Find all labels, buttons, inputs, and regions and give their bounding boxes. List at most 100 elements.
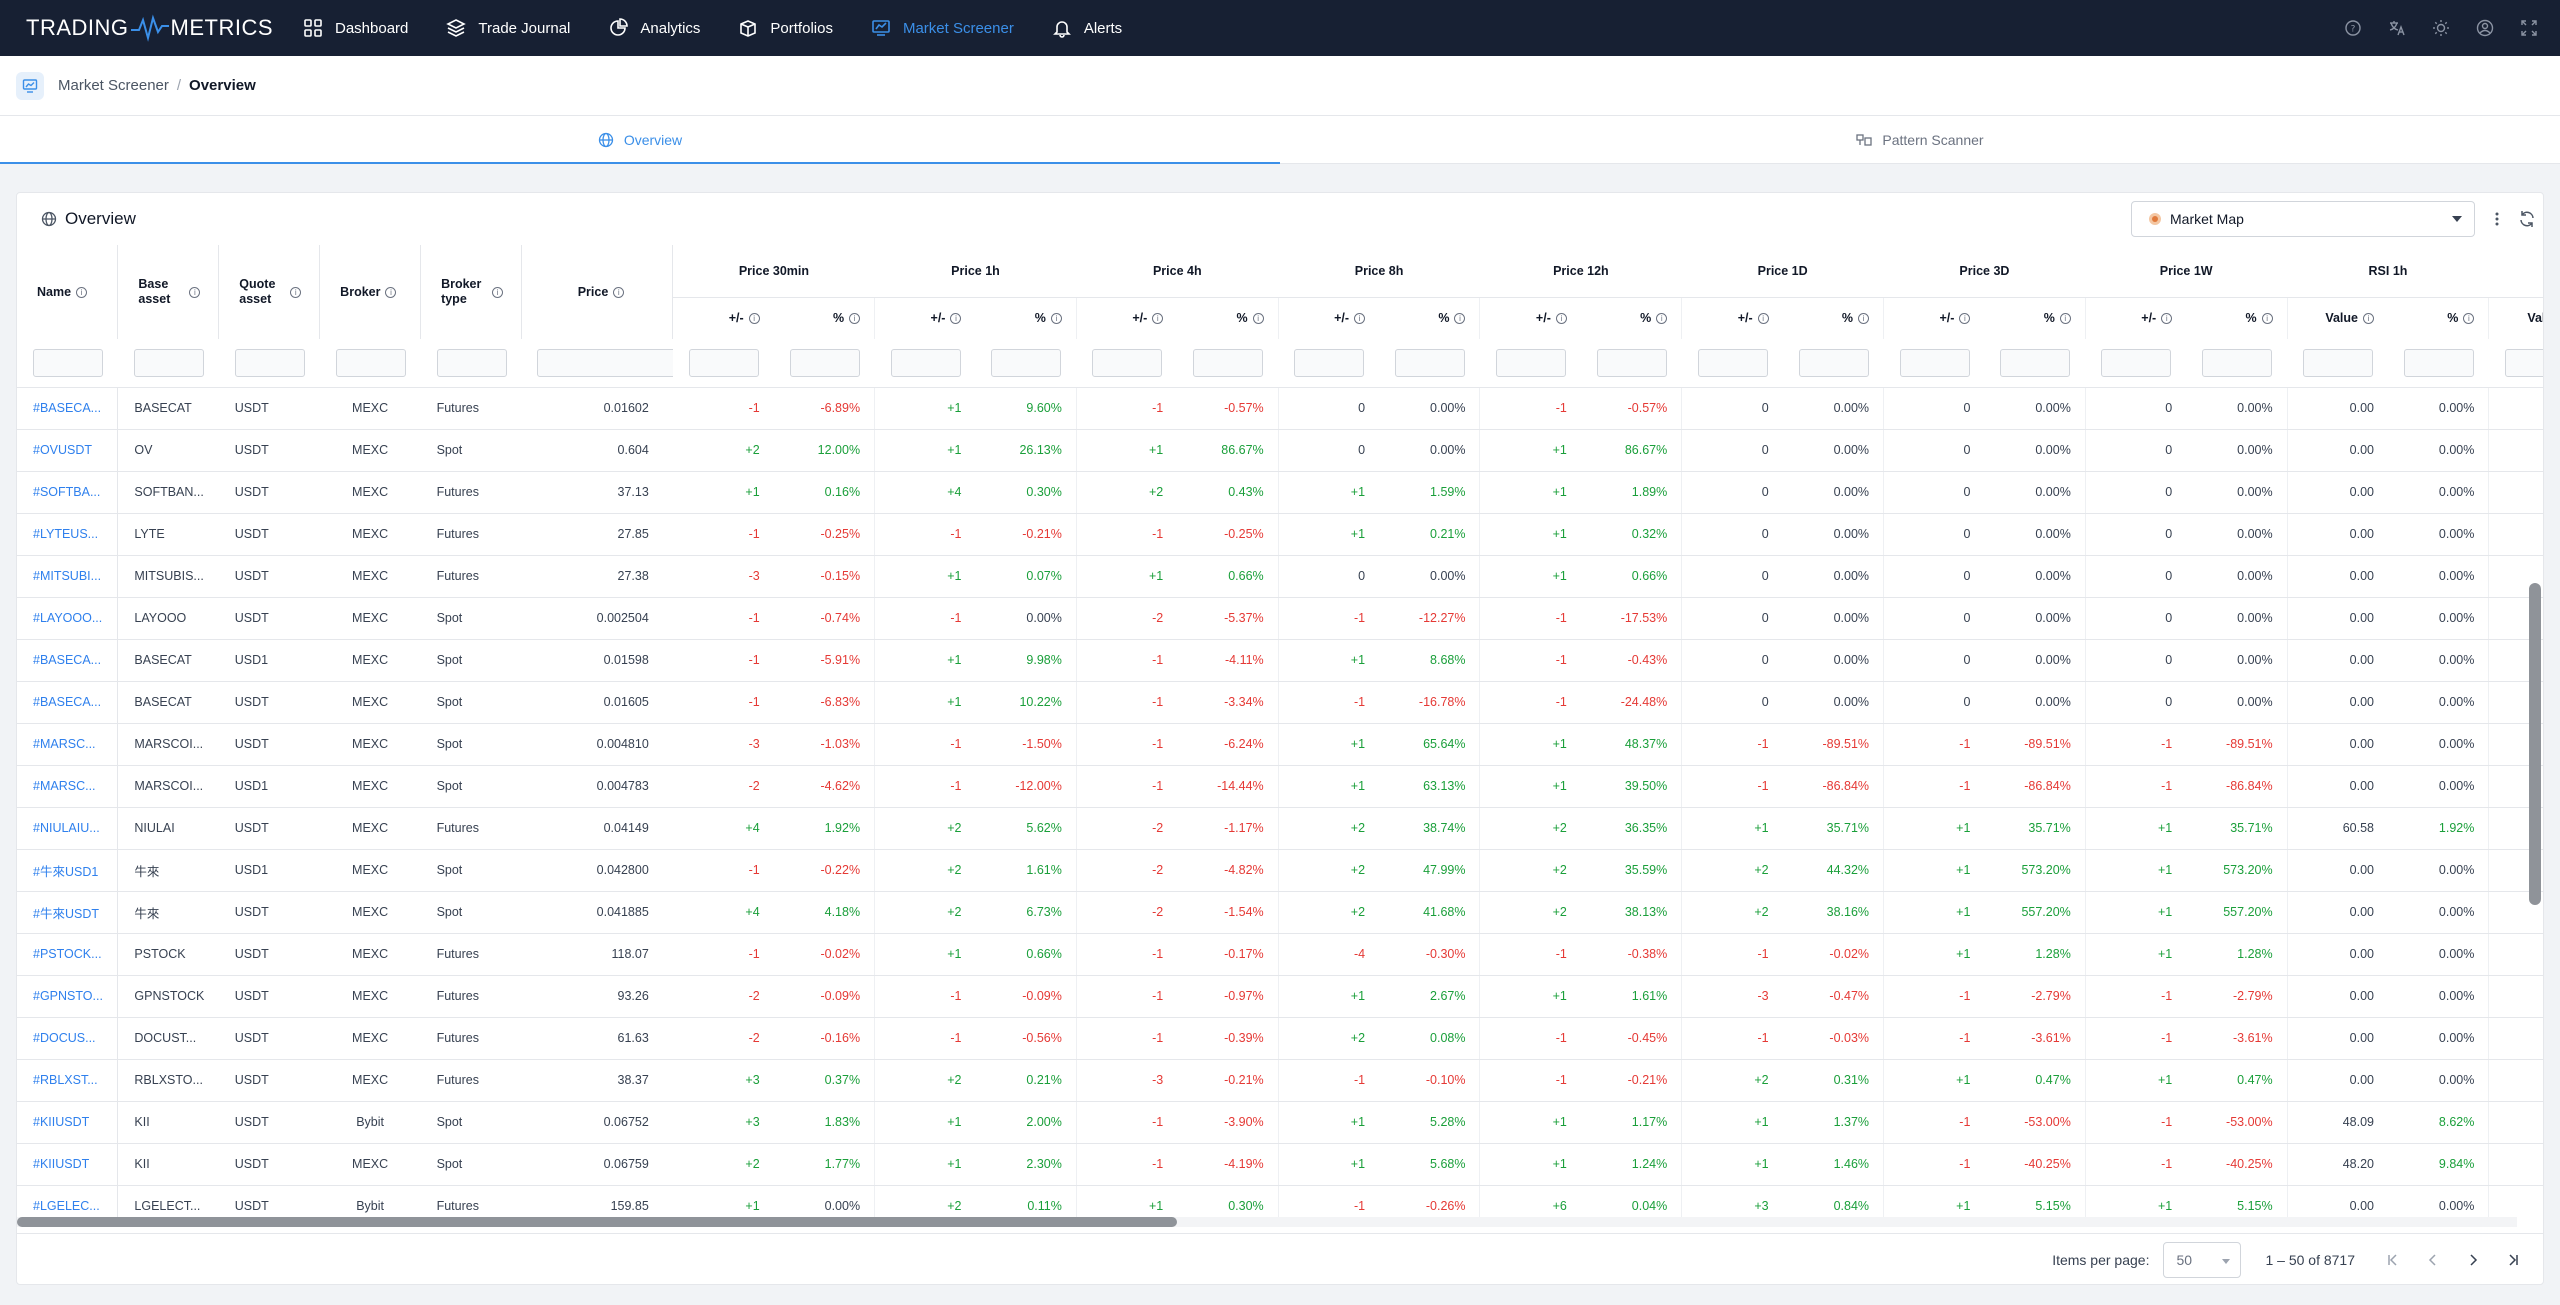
nav-market-screener[interactable]: Market Screener [871, 0, 1014, 56]
column-filter-input[interactable] [688, 348, 759, 377]
sub-column-header[interactable]: % i [975, 297, 1077, 339]
table-row[interactable]: #牛來USD1 牛來 USD1 MEXC Spot 0.042800 -1 -0.22% +2 1… [17, 849, 2543, 892]
table-row[interactable]: #MARSC... MARSCOI... USDT MEXC Spot 0.004810-… [17, 723, 2543, 766]
sub-column-header[interactable]: +/- i [672, 297, 774, 339]
info-icon[interactable]: i [1354, 313, 1366, 325]
info-icon[interactable]: i [2463, 313, 2475, 325]
symbol-link[interactable]: #BASECA... [17, 639, 119, 682]
account-icon[interactable] [2476, 19, 2494, 37]
symbol-link[interactable]: #KIIUSDT [17, 1143, 119, 1186]
sub-column-header[interactable]: +/- i [1883, 297, 1985, 339]
column-filter-input[interactable] [890, 348, 961, 377]
column-filter-input[interactable] [2504, 348, 2543, 377]
language-icon[interactable] [2388, 19, 2406, 37]
sub-column-header[interactable]: % i [1782, 297, 1885, 339]
info-icon[interactable]: i [1959, 313, 1971, 325]
info-icon[interactable]: i [1152, 313, 1164, 325]
table-row[interactable]: #BASECA... BASECAT USD1 MEXC Spot 0.01598 -1 -5… [17, 639, 2543, 682]
table-row[interactable]: #LAYOOO... LAYOOO USDT MEXC Spot 0.002504 -1 -0… [17, 597, 2543, 640]
symbol-link[interactable]: #PSTOCK... [17, 933, 119, 976]
sub-column-header[interactable]: +/- i [1278, 297, 1380, 339]
symbol-link[interactable]: #LAYOOO... [17, 597, 119, 640]
sub-column-header[interactable]: +/- i [1681, 297, 1783, 339]
column-filter-input[interactable] [1395, 348, 1466, 377]
more-options-button[interactable] [2487, 209, 2507, 229]
table-row[interactable]: #OVUSDT OV USDT MEXC Spot 0.604 +2 12.00% +1 26.1… [17, 429, 2543, 472]
info-icon[interactable]: i [2161, 313, 2173, 325]
previous-page-button[interactable] [2413, 1242, 2453, 1278]
sub-column-header[interactable]: % i [2387, 297, 2490, 339]
sub-column-header[interactable]: % i [2186, 297, 2288, 339]
info-icon[interactable]: i [189, 286, 201, 298]
symbol-link[interactable]: #MITSUBI... [17, 555, 119, 598]
column-filter-input[interactable] [33, 348, 103, 377]
sub-column-header[interactable]: % i [1379, 297, 1481, 339]
sub-column-header[interactable]: +/- i [1076, 297, 1178, 339]
table-row[interactable]: #RBLXST... RBLXSTO... USDT MEXC Futures 38.37… [17, 1059, 2543, 1102]
column-filter-input[interactable] [436, 348, 507, 377]
table-row[interactable]: #牛來USDT 牛來 USDT MEXC Spot 0.041885 +4 4.18% +2 6.… [17, 891, 2543, 934]
nav-alerts[interactable]: Alerts [1052, 0, 1122, 56]
symbol-link[interactable]: #KIIUSDT [17, 1101, 119, 1144]
info-icon[interactable]: i [492, 286, 504, 298]
tab-pattern-scanner[interactable]: Pattern Scanner [1280, 116, 2560, 163]
sub-column-header[interactable]: % i [1580, 297, 1683, 339]
info-icon[interactable]: i [748, 313, 760, 325]
symbol-link[interactable]: #MARSC... [17, 723, 119, 766]
column-filter-input[interactable] [1596, 348, 1667, 377]
table-row[interactable]: #BASECA... BASECAT USDT MEXC Spot 0.01605 -1 -6… [17, 681, 2543, 724]
column-filter-input[interactable] [1899, 348, 1970, 377]
horizontal-scrollbar[interactable] [17, 1217, 2517, 1227]
breadcrumb-parent[interactable]: Market Screener [58, 77, 169, 94]
table-row[interactable]: #DOCUS... DOCUST... USDT MEXC Futures 61.63 -2… [17, 1017, 2543, 1060]
last-page-button[interactable] [2493, 1242, 2533, 1278]
column-filter-input[interactable] [133, 348, 204, 377]
info-icon[interactable]: i [849, 313, 861, 325]
symbol-link[interactable]: #LYTEUS... [17, 513, 119, 556]
column-header-broker[interactable]: Broker i [319, 245, 422, 339]
column-filter-input[interactable] [2403, 348, 2474, 377]
symbol-link[interactable]: #牛來USD1 [17, 849, 119, 892]
column-filter-input[interactable] [789, 348, 860, 377]
info-icon[interactable]: i [1757, 313, 1769, 325]
info-icon[interactable]: i [76, 286, 88, 298]
table-row[interactable]: #SOFTBA... SOFTBAN... USDT MEXC Futures 37.13… [17, 471, 2543, 514]
table-row[interactable]: #LYTEUS... LYTE USDT MEXC Futures 27.85 -1 -0.2… [17, 513, 2543, 556]
symbol-link[interactable]: #BASECA... [17, 681, 119, 724]
nav-trade-journal[interactable]: Trade Journal [446, 0, 570, 56]
horizontal-scroll-thumb[interactable] [17, 1217, 1177, 1227]
table-row[interactable]: #PSTOCK... PSTOCK USDT MEXC Futures 118.07 -1-… [17, 933, 2543, 976]
theme-icon[interactable] [2432, 19, 2450, 37]
column-header-price[interactable]: Price i [521, 245, 674, 339]
symbol-link[interactable]: #MARSC... [17, 765, 119, 808]
info-icon[interactable]: i [385, 286, 397, 298]
info-icon[interactable]: i [2059, 313, 2071, 325]
info-icon[interactable]: i [950, 313, 962, 325]
column-filter-input[interactable] [1294, 348, 1365, 377]
column-filter-input[interactable] [1193, 348, 1264, 377]
info-icon[interactable]: i [1656, 313, 1668, 325]
info-icon[interactable]: i [290, 286, 302, 298]
column-filter-input[interactable] [1495, 348, 1566, 377]
column-header-base-asset[interactable]: Base asset i [117, 245, 220, 339]
nav-analytics[interactable]: Analytics [608, 0, 700, 56]
first-page-button[interactable] [2373, 1242, 2413, 1278]
column-filter-input[interactable] [335, 348, 406, 377]
sub-column-header[interactable]: +/- i [1479, 297, 1581, 339]
column-filter-input[interactable] [1092, 348, 1163, 377]
sub-column-header[interactable]: % i [1177, 297, 1279, 339]
info-icon[interactable]: i [613, 286, 625, 298]
info-icon[interactable]: i [1858, 313, 1870, 325]
next-page-button[interactable] [2453, 1242, 2493, 1278]
sub-column-header[interactable]: % i [773, 297, 876, 339]
symbol-link[interactable]: #NIULAIU... [17, 807, 119, 850]
symbol-link[interactable]: #GPNSTO... [17, 975, 119, 1018]
table-row[interactable]: #KIIUSDT KII USDT Bybit Spot 0.06752 +3 1.83% +1… [17, 1101, 2543, 1144]
column-filter-input[interactable] [537, 348, 673, 377]
vertical-scroll-thumb[interactable] [2529, 583, 2541, 905]
refresh-button[interactable] [2517, 209, 2537, 229]
table-row[interactable]: #NIULAIU... NIULAI USDT MEXC Futures 0.04149 +… [17, 807, 2543, 850]
symbol-link[interactable]: #SOFTBA... [17, 471, 119, 514]
items-per-page-select[interactable]: 50 [2163, 1242, 2242, 1278]
